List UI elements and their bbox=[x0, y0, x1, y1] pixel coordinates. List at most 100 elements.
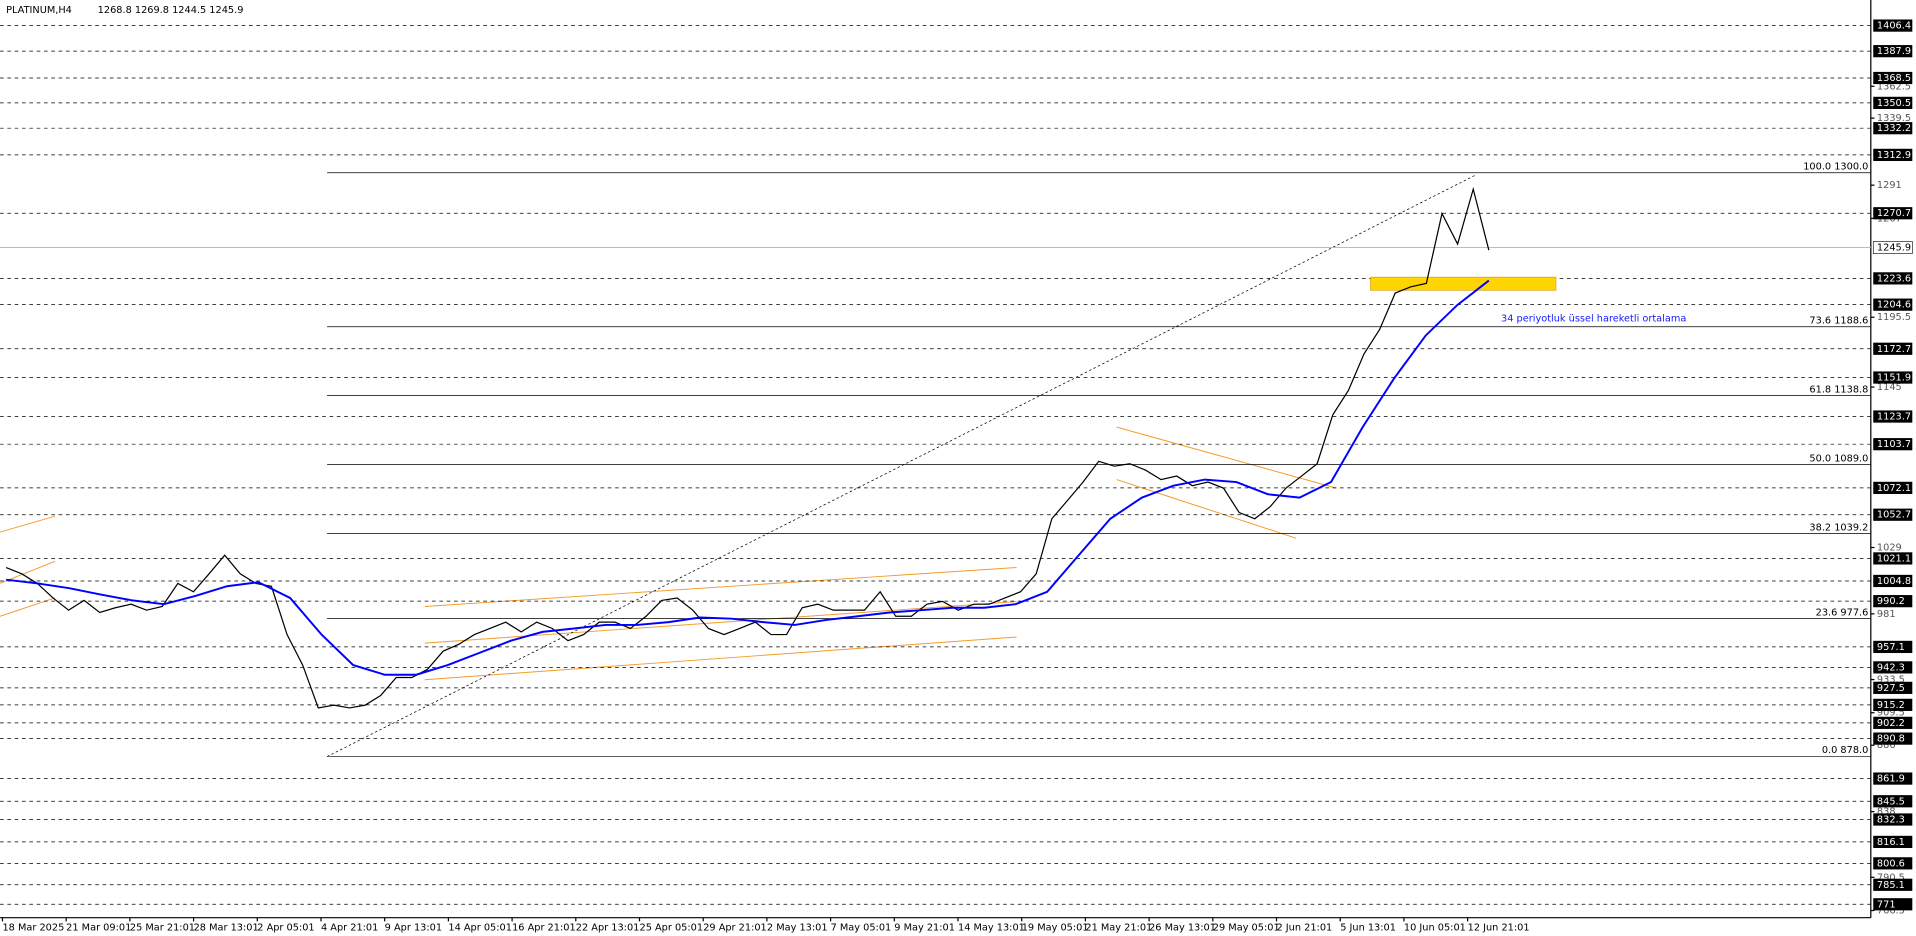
x-tick-label: 16 Apr 21:01 bbox=[512, 922, 576, 933]
fib-label: 73.6 1188.6 bbox=[1809, 316, 1868, 327]
x-tick-label: 12 Jun 21:01 bbox=[1468, 922, 1530, 933]
x-tick-label: 22 Apr 13:01 bbox=[576, 922, 640, 933]
level-box bbox=[1873, 371, 1913, 384]
current-price-box bbox=[1872, 241, 1913, 254]
level-box bbox=[1873, 574, 1913, 588]
level-label: 800.6 bbox=[1877, 858, 1905, 869]
level-box bbox=[1873, 342, 1913, 355]
level-box bbox=[1873, 508, 1913, 521]
level-label: 816.1 bbox=[1877, 837, 1905, 848]
x-tick-label: 7 May 05:01 bbox=[831, 922, 892, 933]
level-label: 1151.9 bbox=[1877, 373, 1911, 384]
y-tick-label: 1291 bbox=[1877, 180, 1902, 191]
level-box bbox=[1873, 272, 1913, 285]
x-tick-label: 2 May 13:01 bbox=[767, 922, 828, 933]
level-box bbox=[1873, 552, 1913, 565]
x-tick-label: 14 May 13:01 bbox=[958, 922, 1025, 933]
y-tick-label: 790.5 bbox=[1877, 872, 1905, 883]
level-label: 957.1 bbox=[1877, 642, 1905, 653]
x-tick-label: 21 May 21:01 bbox=[1085, 922, 1152, 933]
level-box bbox=[1873, 857, 1913, 870]
level-label: 927.5 bbox=[1877, 683, 1905, 694]
y-tick-label: 1362.5 bbox=[1877, 81, 1911, 92]
level-label: 1072.1 bbox=[1877, 483, 1911, 494]
level-label: 771 bbox=[1877, 899, 1896, 910]
level-box bbox=[1873, 481, 1913, 494]
level-box bbox=[1873, 640, 1913, 654]
x-tick-label: 21 Mar 09:01 bbox=[66, 922, 131, 933]
current-price-label: 1245.9 bbox=[1877, 243, 1911, 254]
ema-line bbox=[6, 279, 1490, 676]
channel-line bbox=[0, 515, 56, 533]
level-label: 1021.1 bbox=[1877, 553, 1911, 564]
plot: 1362.51339.5129112671195.511451029981933… bbox=[0, 19, 1913, 933]
level-box bbox=[1873, 298, 1913, 311]
level-box bbox=[1873, 716, 1913, 729]
y-tick-label: 909.5 bbox=[1877, 708, 1905, 719]
level-box bbox=[1873, 45, 1913, 58]
level-label: 915.2 bbox=[1877, 700, 1905, 711]
level-box bbox=[1873, 898, 1913, 911]
level-box bbox=[1873, 71, 1913, 85]
fib-label: 23.6 977.6 bbox=[1816, 607, 1869, 618]
y-tick-label: 1145 bbox=[1877, 382, 1902, 393]
level-label: 1368.5 bbox=[1877, 73, 1911, 84]
level-label: 1312.9 bbox=[1877, 150, 1911, 161]
level-label: 990.2 bbox=[1877, 596, 1905, 607]
channel-line bbox=[424, 566, 1017, 607]
level-box bbox=[1873, 813, 1913, 826]
level-label: 902.2 bbox=[1877, 718, 1905, 729]
x-tick-label: 9 May 21:01 bbox=[894, 922, 955, 933]
fib-label: 38.2 1039.2 bbox=[1809, 522, 1868, 533]
level-box bbox=[1873, 681, 1913, 694]
level-label: 1204.6 bbox=[1877, 300, 1911, 311]
x-tick-label: 29 May 05:01 bbox=[1213, 922, 1280, 933]
price-line bbox=[5, 186, 1490, 709]
y-tick-label: 981 bbox=[1877, 609, 1896, 620]
level-box bbox=[1873, 96, 1913, 109]
y-tick-label: 1029 bbox=[1877, 542, 1902, 553]
channel-line bbox=[424, 636, 1017, 681]
fib-label: 100.0 1300.0 bbox=[1803, 162, 1868, 173]
level-box bbox=[1873, 438, 1913, 451]
level-label: 1406.4 bbox=[1877, 21, 1911, 32]
x-tick-label: 2 Jun 21:01 bbox=[1277, 922, 1333, 933]
level-box bbox=[1873, 795, 1913, 808]
level-label: 861.9 bbox=[1877, 774, 1905, 785]
level-label: 890.8 bbox=[1877, 734, 1905, 745]
level-box bbox=[1873, 207, 1913, 220]
zone bbox=[1370, 276, 1557, 291]
fib-label: 50.0 1089.0 bbox=[1809, 453, 1868, 464]
x-tick-label: 5 Jun 13:01 bbox=[1340, 922, 1396, 933]
x-tick-label: 18 Mar 2025 bbox=[2, 922, 64, 933]
annotation: 34 periyotluk üssel hareketli ortalama bbox=[1501, 314, 1686, 325]
x-tick-label: 29 Apr 21:01 bbox=[703, 922, 767, 933]
level-box bbox=[1873, 595, 1913, 608]
y-tick-label: 886 bbox=[1877, 740, 1896, 751]
level-label: 832.3 bbox=[1877, 815, 1905, 826]
level-label: 1387.9 bbox=[1877, 46, 1911, 57]
level-label: 1052.7 bbox=[1877, 510, 1911, 521]
level-box bbox=[1873, 835, 1913, 849]
y-tick-label: 1339.5 bbox=[1877, 113, 1911, 124]
level-label: 942.3 bbox=[1877, 662, 1905, 673]
x-tick-label: 25 Apr 05:01 bbox=[639, 922, 703, 933]
level-label: 1172.7 bbox=[1877, 344, 1911, 355]
level-label: 1350.5 bbox=[1877, 98, 1911, 109]
x-tick-label: 10 Jun 05:01 bbox=[1404, 922, 1466, 933]
fib-label: 0.0 878.0 bbox=[1822, 745, 1869, 756]
symbol: PLATINUM,H4 bbox=[6, 5, 72, 16]
x-tick-label: 9 Apr 13:01 bbox=[385, 922, 442, 933]
channel-line bbox=[1116, 479, 1297, 539]
level-box bbox=[1873, 19, 1913, 32]
fib-label: 61.8 1138.8 bbox=[1809, 385, 1868, 396]
x-tick-label: 26 May 13:01 bbox=[1149, 922, 1216, 933]
y-tick-label: 933.5 bbox=[1877, 675, 1905, 686]
level-label: 1270.7 bbox=[1877, 208, 1911, 219]
y-tick-label: 766.5 bbox=[1877, 906, 1905, 917]
level-label: 1004.8 bbox=[1877, 576, 1911, 587]
level-label: 785.1 bbox=[1877, 880, 1905, 891]
level-label: 1332.2 bbox=[1877, 123, 1911, 134]
level-box bbox=[1873, 661, 1913, 674]
